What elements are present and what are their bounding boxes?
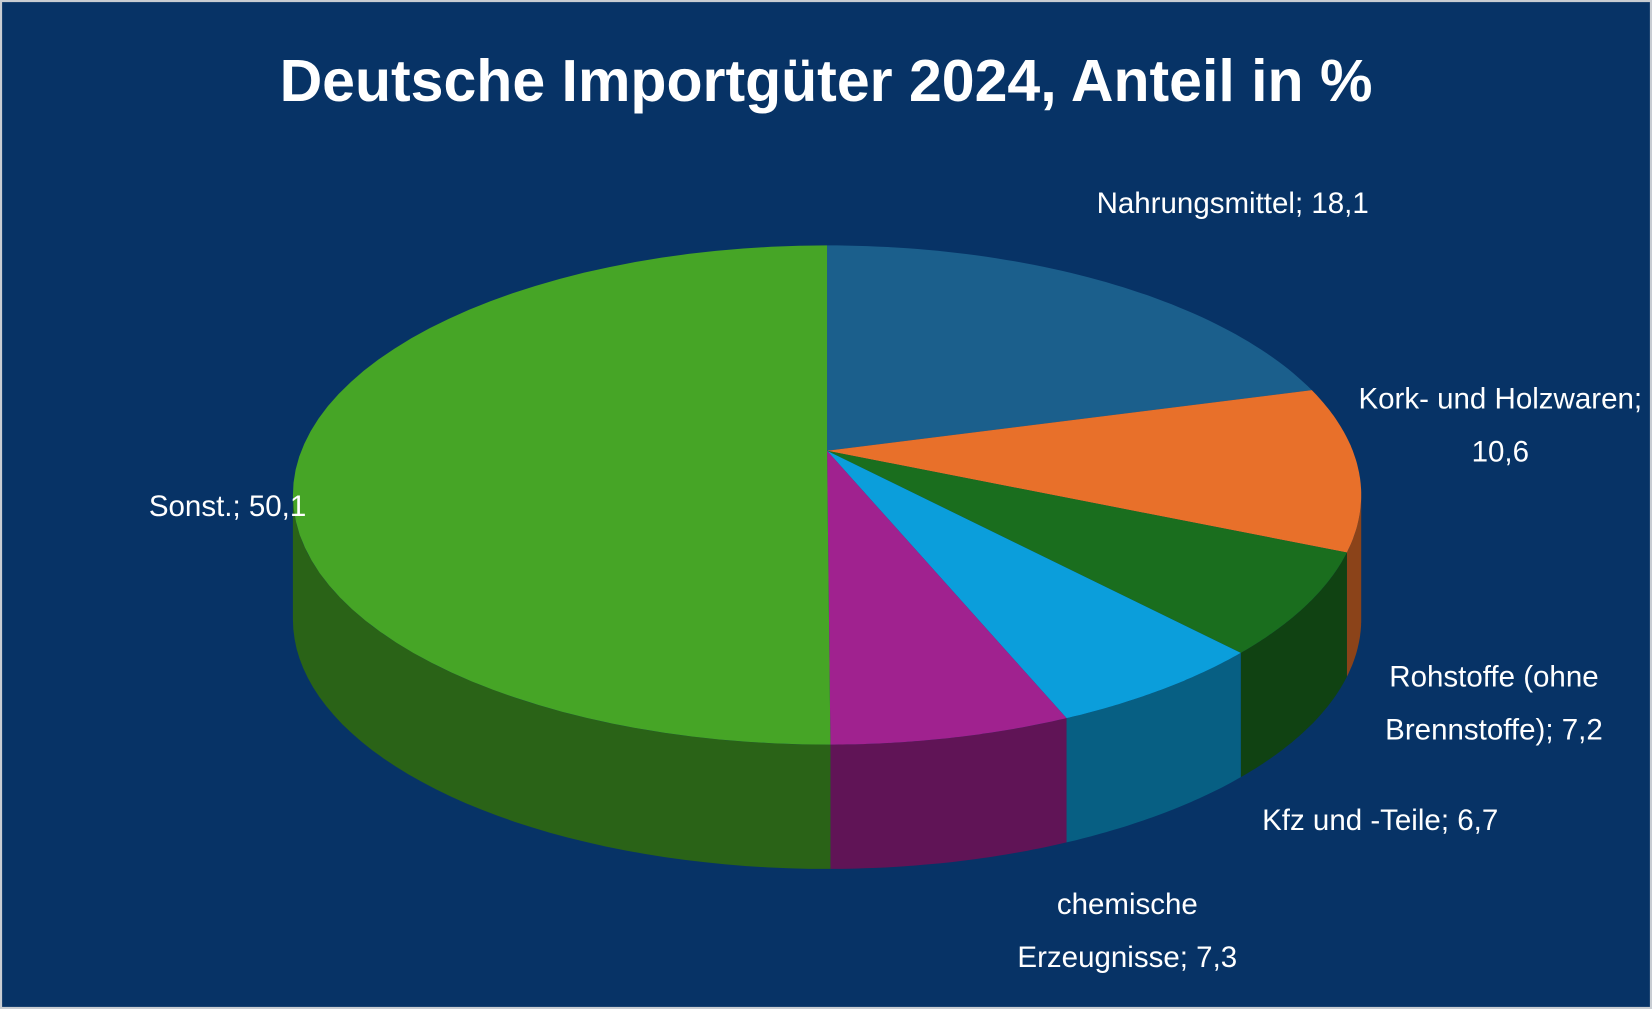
- category-label: Kork- und Holzwaren;: [1358, 382, 1643, 415]
- data-label: Nahrungsmittel; 18,1: [1075, 177, 1391, 230]
- value-label: 7,3: [1196, 940, 1238, 974]
- data-label: Sonst.; 50,1: [80, 480, 375, 533]
- slice-side: [1066, 652, 1241, 843]
- value-label: 7,2: [1561, 713, 1603, 746]
- slice: [827, 450, 1067, 745]
- slice: [827, 450, 1347, 653]
- data-label: chemische Erzeugnisse; 7,3: [975, 878, 1281, 983]
- category-label: Kfz und -Teile;: [1262, 803, 1450, 837]
- category-label: Nahrungsmittel;: [1096, 186, 1304, 220]
- slice-side: [1240, 552, 1347, 778]
- slice: [292, 245, 831, 745]
- category-label: Sonst.;: [148, 489, 241, 523]
- value-label: 6,7: [1457, 803, 1499, 837]
- data-label: Kork- und Holzwaren; 10,6: [1342, 373, 1652, 478]
- value-label: 10,6: [1471, 434, 1529, 468]
- slice-side: [830, 718, 1067, 869]
- slice: [827, 390, 1362, 553]
- value-label: 50,1: [248, 489, 307, 523]
- slice: [827, 245, 1312, 451]
- value-label: 18,1: [1311, 186, 1369, 220]
- slice-side: [292, 495, 831, 869]
- slice: [827, 450, 1241, 719]
- slice-side: [1346, 495, 1362, 677]
- data-label: Rohstoffe (ohne Brennstoffe); 7,2: [1336, 651, 1652, 756]
- data-label: Kfz und -Teile; 6,7: [1201, 794, 1559, 847]
- category-label: chemische Erzeugnisse;: [1017, 887, 1198, 974]
- category-label: Rohstoffe (ohne Brennstoffe);: [1385, 660, 1599, 746]
- chart-title: Deutsche Importgüter 2024, Anteil in %: [279, 47, 1373, 114]
